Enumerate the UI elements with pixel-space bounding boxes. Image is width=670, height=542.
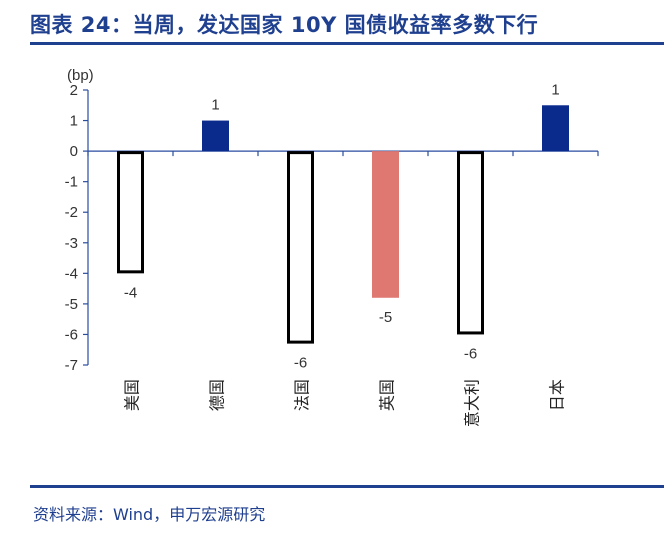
bar [287,151,314,344]
bar [457,151,484,335]
y-tick-label: -6 [65,326,78,343]
data-label: -5 [379,309,392,326]
category-label: 日本 [548,379,567,411]
data-label: -4 [124,284,137,301]
bar [542,105,569,152]
category-label: 意大利 [463,379,482,427]
data-label: -6 [294,355,307,372]
y-tick-label: -3 [65,235,78,252]
y-tick-label: 0 [70,143,78,160]
category-label: 英国 [378,379,397,411]
y-tick-label: -1 [65,174,78,191]
bar-chart: (bp)2 1 0 -1 -2 -3 -4 -5 -6 -7 -4 美国 1 德国 -6 法国 -5 英国 -6 意大… [65,67,599,427]
title-rule [30,42,664,45]
y-tick-label: -2 [65,204,78,221]
bar [117,151,144,274]
data-label: -6 [464,345,477,362]
category-label: 德国 [208,379,227,411]
data-label: 1 [211,97,219,114]
y-tick-label: -5 [65,296,78,313]
bar [202,120,229,152]
y-tick-label: 1 [70,113,78,130]
y-axis-unit: (bp) [67,67,94,84]
source-note: 资料来源：Wind，申万宏源研究 [33,505,266,524]
y-tick-label: 2 [70,82,78,99]
y-tick-label: -4 [65,265,78,282]
bar [372,151,399,298]
category-label: 美国 [123,379,142,411]
y-tick-label: -7 [65,357,78,374]
category-label: 法国 [293,379,312,411]
footer-rule [30,485,664,488]
chart-title: 图表 24：当周，发达国家 10Y 国债收益率多数下行 [30,13,539,37]
data-label: 1 [551,81,559,98]
